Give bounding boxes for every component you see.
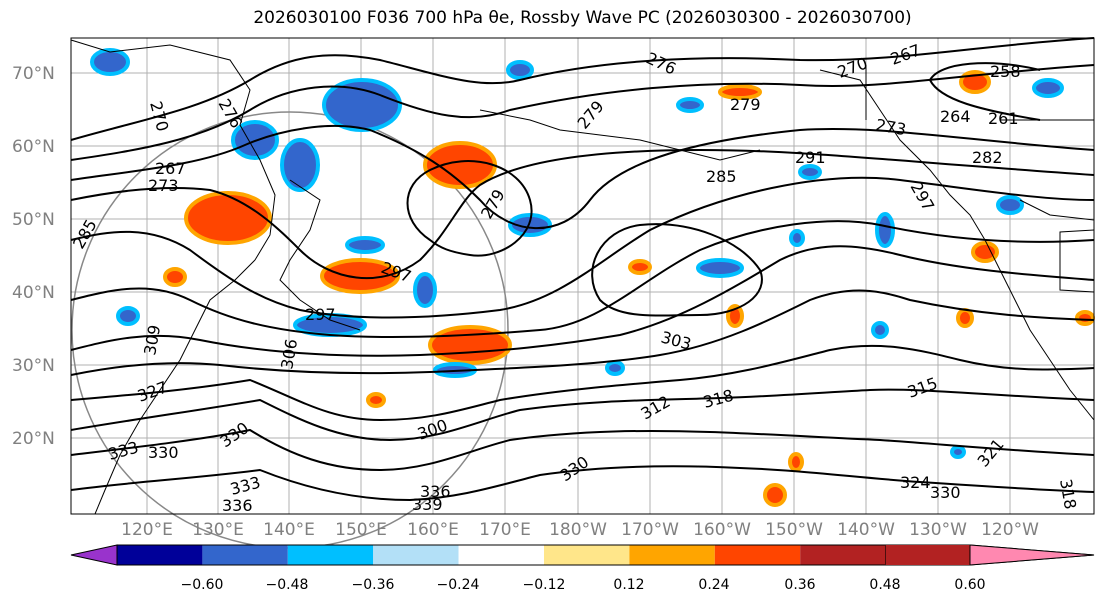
contour-label: 273 [148, 176, 179, 195]
contour-label: 330 [930, 483, 961, 502]
contour-label: 285 [706, 167, 737, 186]
lon-label: 130°W [909, 520, 967, 540]
theta-e-contours [70, 37, 1095, 502]
coastlines [70, 39, 1095, 515]
contour-label: 261 [988, 109, 1019, 128]
lon-label: 180°W [549, 520, 607, 540]
lat-label: 60°N [12, 137, 55, 157]
map-frame [70, 37, 1095, 515]
lon-label: 160°W [693, 520, 751, 540]
colorbar-segment [800, 545, 886, 565]
lon-label: 120°W [981, 520, 1039, 540]
contour-label: 291 [795, 148, 826, 167]
colorbar-segment [885, 545, 970, 565]
lon-label: 150°E [335, 520, 387, 540]
lat-label: 50°N [12, 210, 55, 230]
colorbar-segment [202, 545, 288, 565]
colorbar-tick: 0.36 [784, 577, 816, 593]
colorbar-tick: 0.12 [613, 577, 645, 593]
lon-label: 170°E [479, 520, 531, 540]
contour-label: 267 [155, 159, 186, 178]
colorbar-segment [287, 545, 374, 565]
positive-anomaly [163, 70, 1095, 507]
lat-label: 70°N [12, 64, 55, 84]
contour-label: 330 [148, 443, 179, 462]
colorbar-tick: 0.60 [954, 577, 986, 593]
contour-label: 297 [305, 305, 336, 324]
lon-label: 160°E [407, 520, 459, 540]
contour-label: 336 [222, 496, 253, 515]
colorbar-tick: 0.24 [698, 577, 730, 593]
anomaly-shading [90, 48, 1095, 507]
colorbar-tick: −0.36 [351, 577, 395, 593]
contour-label: 258 [990, 62, 1021, 81]
contour-label: 282 [972, 148, 1003, 167]
colorbar-segment [629, 545, 715, 565]
colorbar-segment [714, 545, 801, 565]
colorbar-segment [458, 545, 544, 565]
colorbar-left-extend [70, 544, 118, 566]
chart-title: 2026030100 F036 700 hPa θe, Rossby Wave … [253, 8, 912, 28]
lon-label: 170°W [621, 520, 679, 540]
lat-label: 30°N [12, 356, 55, 376]
lon-label: 140°E [263, 520, 315, 540]
lon-label: 130°E [192, 520, 244, 540]
colorbar-tick: −0.12 [522, 577, 566, 593]
colorbar-segment [544, 545, 630, 565]
contour-label: 336 [420, 482, 451, 501]
colorbar-tick: −0.60 [180, 577, 224, 593]
lon-label: 120°E [121, 520, 173, 540]
colorbar-segment [373, 545, 459, 565]
contour-label: 264 [940, 107, 971, 126]
lon-label: 140°W [837, 520, 895, 540]
colorbar-tick: 0.48 [869, 577, 901, 593]
lat-label: 40°N [12, 283, 55, 303]
contour-label: 324 [900, 473, 931, 492]
lat-label: 20°N [12, 429, 55, 449]
lon-label: 150°W [765, 520, 823, 540]
negative-anomaly [90, 48, 1064, 459]
contour-label: 339 [412, 495, 443, 514]
colorbar-right-extend [969, 544, 1095, 566]
colorbar-tick: −0.24 [436, 577, 480, 593]
colorbar-tick: −0.48 [265, 577, 309, 593]
colorbar-segment [117, 545, 203, 565]
contour-label: 279 [730, 95, 761, 114]
